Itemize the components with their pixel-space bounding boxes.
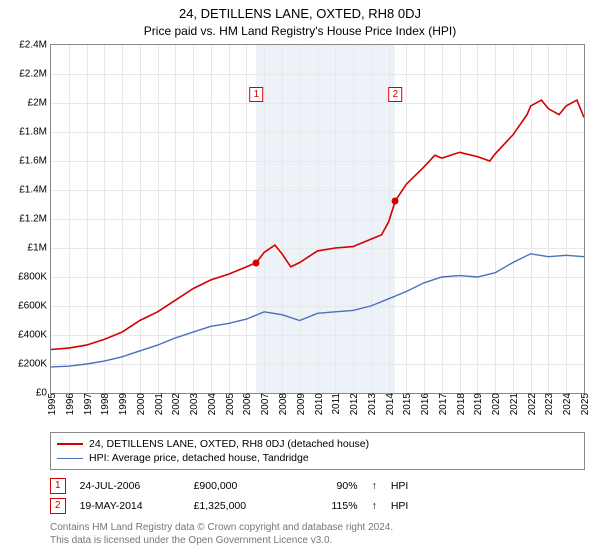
- x-tick-label: 1995: [47, 393, 58, 415]
- x-tick-label: 1997: [83, 393, 94, 415]
- x-tick-label: 2012: [349, 393, 360, 415]
- transaction-row: 1 24-JUL-2006 £900,000 90% ↑ HPI: [50, 476, 585, 496]
- legend-label: 24, DETILLENS LANE, OXTED, RH8 0DJ (deta…: [89, 438, 369, 450]
- tx-suffix: HPI: [391, 480, 409, 492]
- transaction-marker-label: 1: [250, 87, 264, 102]
- x-tick-label: 2025: [580, 393, 591, 415]
- tx-price: £900,000: [194, 480, 284, 492]
- tx-id: 2: [50, 498, 66, 514]
- x-tick-label: 2007: [260, 393, 271, 415]
- x-tick-label: 2001: [154, 393, 165, 415]
- x-tick-label: 2010: [314, 393, 325, 415]
- x-tick-label: 2008: [278, 393, 289, 415]
- transaction-marker: [253, 259, 260, 266]
- x-tick-label: 2022: [527, 393, 538, 415]
- x-tick-label: 2006: [242, 393, 253, 415]
- tx-id: 1: [50, 478, 66, 494]
- footer-attribution: Contains HM Land Registry data © Crown c…: [50, 522, 585, 547]
- y-tick-label: £1.2M: [19, 214, 47, 225]
- line-canvas: [51, 45, 584, 393]
- chart-title: 24, DETILLENS LANE, OXTED, RH8 0DJ: [0, 0, 600, 21]
- x-tick-label: 1998: [100, 393, 111, 415]
- y-tick-label: £2M: [28, 98, 47, 109]
- y-tick-label: £1M: [28, 243, 47, 254]
- y-tick-label: £0: [36, 388, 47, 399]
- y-tick-label: £1.8M: [19, 127, 47, 138]
- transaction-marker-label: 2: [389, 87, 403, 102]
- x-tick-label: 2003: [189, 393, 200, 415]
- x-tick-label: 2017: [438, 393, 449, 415]
- series-line: [51, 100, 584, 349]
- tx-pct: 90%: [298, 480, 358, 492]
- tx-price: £1,325,000: [194, 500, 284, 512]
- tx-date: 19-MAY-2014: [80, 500, 180, 512]
- legend-swatch: [57, 443, 83, 445]
- x-tick-label: 2014: [385, 393, 396, 415]
- x-tick-label: 2020: [491, 393, 502, 415]
- tx-arrow-icon: ↑: [372, 480, 377, 492]
- series-line: [51, 254, 584, 367]
- y-tick-label: £200K: [18, 359, 47, 370]
- transaction-table: 1 24-JUL-2006 £900,000 90% ↑ HPI 2 19-MAY-2014 £…: [50, 476, 585, 516]
- x-tick-label: 2011: [331, 393, 342, 415]
- y-tick-label: £600K: [18, 301, 47, 312]
- footer-line-1: Contains HM Land Registry data © Crown c…: [50, 522, 585, 535]
- footer-line-2: This data is licensed under the Open Gov…: [50, 535, 585, 548]
- x-tick-label: 2015: [402, 393, 413, 415]
- x-tick-label: 2004: [207, 393, 218, 415]
- x-tick-label: 2002: [171, 393, 182, 415]
- plot-area: £0£200K£400K£600K£800K£1M£1.2M£1.4M£1.6M…: [50, 44, 585, 394]
- x-tick-label: 2000: [136, 393, 147, 415]
- legend-label: HPI: Average price, detached house, Tand…: [89, 452, 309, 464]
- x-tick-label: 1996: [65, 393, 76, 415]
- chart-container: 24, DETILLENS LANE, OXTED, RH8 0DJ Price…: [0, 0, 600, 560]
- y-tick-label: £400K: [18, 330, 47, 341]
- below-chart: 24, DETILLENS LANE, OXTED, RH8 0DJ (deta…: [50, 432, 585, 547]
- x-tick-label: 2023: [544, 393, 555, 415]
- y-tick-label: £1.6M: [19, 156, 47, 167]
- legend-swatch: [57, 458, 83, 459]
- y-tick-label: £800K: [18, 272, 47, 283]
- y-tick-label: £1.4M: [19, 185, 47, 196]
- x-tick-label: 2005: [225, 393, 236, 415]
- transaction-marker: [392, 197, 399, 204]
- y-tick-label: £2.2M: [19, 69, 47, 80]
- legend-row: HPI: Average price, detached house, Tand…: [57, 451, 578, 465]
- x-tick-label: 2009: [296, 393, 307, 415]
- transaction-row: 2 19-MAY-2014 £1,325,000 115% ↑ HPI: [50, 496, 585, 516]
- legend: 24, DETILLENS LANE, OXTED, RH8 0DJ (deta…: [50, 432, 585, 470]
- x-tick-label: 2016: [420, 393, 431, 415]
- x-tick-label: 2019: [473, 393, 484, 415]
- tx-suffix: HPI: [391, 500, 409, 512]
- chart-area: £0£200K£400K£600K£800K£1M£1.2M£1.4M£1.6M…: [50, 44, 585, 394]
- legend-row: 24, DETILLENS LANE, OXTED, RH8 0DJ (deta…: [57, 437, 578, 451]
- x-tick-label: 2021: [509, 393, 520, 415]
- x-tick-label: 2013: [367, 393, 378, 415]
- chart-subtitle: Price paid vs. HM Land Registry's House …: [0, 21, 600, 44]
- x-tick-label: 1999: [118, 393, 129, 415]
- tx-pct: 115%: [298, 500, 358, 512]
- x-tick-label: 2024: [562, 393, 573, 415]
- tx-date: 24-JUL-2006: [80, 480, 180, 492]
- tx-arrow-icon: ↑: [372, 500, 377, 512]
- y-tick-label: £2.4M: [19, 40, 47, 51]
- x-tick-label: 2018: [456, 393, 467, 415]
